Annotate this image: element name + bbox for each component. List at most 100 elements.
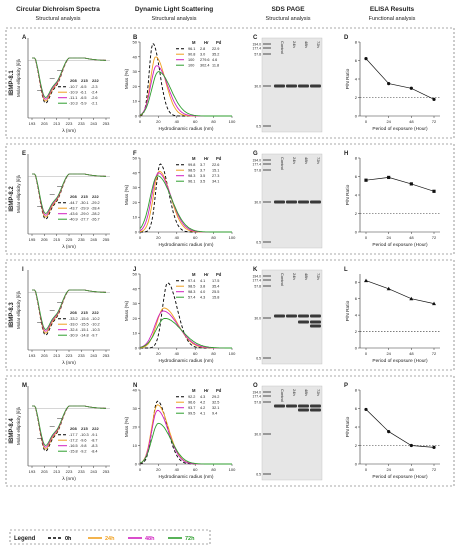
row-frame	[5, 259, 455, 371]
cd-table-cell: -2.1	[91, 102, 98, 106]
elisa-y-tick-label: 2	[355, 443, 358, 448]
cd-series-72h	[32, 289, 106, 330]
panel-letter: F	[133, 151, 137, 157]
gel-marker-label: 194.0	[253, 274, 262, 278]
dls-y-tick-label: 40	[133, 54, 138, 59]
cd-table-cell: -6.1	[80, 91, 87, 95]
elisa-y-tick-label: 2	[355, 329, 358, 334]
gel-lane-label: Control	[280, 273, 285, 286]
gel-marker-band	[263, 433, 271, 435]
elisa-point	[432, 445, 436, 449]
gel-band	[298, 408, 309, 412]
cd-table-cell: -33.2	[69, 317, 78, 321]
panel-letter: J	[133, 267, 136, 273]
gel-band	[298, 404, 309, 408]
elisa-y-tick-label: 4	[355, 193, 358, 198]
elisa-y-label: P/N Ratio	[345, 416, 351, 437]
gel-band	[298, 200, 309, 204]
elisa-y-tick-label: 8	[355, 280, 358, 285]
cd-table-cell: -14.8	[80, 334, 89, 338]
gel-marker-band	[263, 395, 271, 397]
dls-table-header: Pd	[216, 40, 222, 45]
dls-table-cell: 4.1	[200, 412, 205, 416]
elisa-x-label: Period of exposure (Hour)	[372, 242, 428, 248]
elisa-y-tick-label: 6	[355, 58, 358, 63]
dls-y-tick-label: 0	[135, 114, 138, 119]
cd-x-tick-label: 213	[53, 469, 60, 474]
dls-table-header: Pd	[216, 388, 222, 393]
elisa-x-label: Period of exposure (Hour)	[372, 126, 428, 132]
dls-x-tick-label: 60	[193, 467, 198, 472]
cd-table-header: 222	[92, 194, 99, 199]
dls-series-0h	[139, 400, 232, 465]
row-label: IBMP-8.2	[9, 186, 15, 212]
cd-x-tick-label: 225	[66, 237, 73, 242]
gel-marker-band	[263, 53, 271, 55]
cd-table-cell: -10.3	[80, 433, 89, 437]
cd-table-cell: -8.3	[91, 444, 98, 448]
dls-x-tick-label: 100	[229, 235, 236, 240]
cd-table-cell: -2.6	[91, 96, 98, 100]
cd-table-cell: -15.1	[80, 328, 89, 332]
cd-x-label: λ (nm)	[62, 128, 76, 134]
gel-marker-band	[263, 169, 271, 171]
dls-table-cell: 11.8	[212, 64, 219, 68]
gel-marker-label: 177.4	[253, 162, 262, 166]
elisa-x-tick-label: 0	[365, 119, 368, 124]
cd-y-label: Molar ellipticity [θ]λ	[16, 406, 21, 445]
dls-x-tick-label: 60	[193, 351, 198, 356]
elisa-x-tick-label: 48	[409, 467, 414, 472]
cd-x-tick-label: 233	[78, 469, 85, 474]
elisa-point	[364, 57, 368, 61]
cd-x-tick-label: 255	[103, 237, 110, 242]
dls-table-cell: 92.2	[188, 395, 195, 399]
dls-series-48h	[139, 65, 232, 117]
elisa-y-tick-label: 6	[355, 406, 358, 411]
row-1: IBMP-8.2 E 195 205 215 225 235 245 255 λ (nm) Mola…	[5, 143, 455, 255]
gel-band	[274, 200, 285, 204]
elisa-point	[409, 296, 414, 301]
dls-y-tick-label: 10	[133, 331, 138, 336]
dls-table-cell: 4.6	[212, 58, 217, 62]
row-frame	[5, 143, 455, 255]
gel-lane-label: 72h	[316, 389, 321, 396]
elisa-x-tick-label: 48	[409, 235, 414, 240]
dls-x-tick-label: 20	[156, 467, 161, 472]
cd-table-cell: -10.3	[91, 328, 100, 332]
legend: Legend 0h 24h 48h 72h	[9, 529, 211, 545]
dls-y-tick-label: 40	[133, 388, 138, 393]
cd-table-cell: -32.4	[69, 328, 78, 332]
dls-table-header: Hr	[204, 156, 209, 161]
row-3: IBMP-8.4 M 193 203 213 223 233 243 253 λ (nm) Mola…	[5, 375, 455, 487]
gel-marker-band	[263, 125, 271, 127]
gel-lane-label: Control	[280, 41, 285, 54]
dls-table-cell: 9.4	[212, 412, 217, 416]
dls-y-tick-label: 30	[133, 69, 138, 74]
dls-series-48h	[139, 310, 232, 349]
dls-x-tick-label: 60	[193, 119, 198, 124]
dls-table-cell: 15.1	[212, 169, 219, 173]
panel-letter: L	[344, 267, 348, 273]
dls-x-tick-label: 0	[139, 351, 142, 356]
elisa-y-tick-label: 8	[355, 156, 358, 161]
panel-letter: G	[253, 151, 258, 157]
gel-band	[298, 84, 309, 88]
dls-table-cell: 22.6	[212, 163, 219, 167]
dls-table-cell: 3.0	[200, 53, 205, 57]
gel-marker-label: 30.0	[254, 432, 261, 436]
cd-table-header: 208	[70, 78, 77, 83]
elisa-x-tick-label: 72	[432, 119, 437, 124]
cd-table-cell: -15.5	[80, 323, 89, 327]
cd-table-cell: -8.7	[91, 439, 98, 443]
dls-x-label: Hydrodinamic radius (nm)	[159, 474, 214, 480]
cd-table-header: 222	[92, 426, 99, 431]
cd-x-tick-label: 205	[41, 237, 48, 242]
elisa-y-tick-label: 4	[355, 425, 358, 430]
gel-band	[286, 84, 297, 88]
dls-x-tick-label: 100	[229, 467, 236, 472]
cd-table-cell: -11.1	[69, 96, 77, 100]
row-2: IBMP-8.3 I 193 203 213 223 233 243 253 λ (nm) Mola…	[5, 259, 455, 371]
dls-x-tick-label: 0	[139, 119, 142, 124]
elisa-point	[364, 178, 368, 182]
gel-marker-band	[263, 275, 271, 277]
